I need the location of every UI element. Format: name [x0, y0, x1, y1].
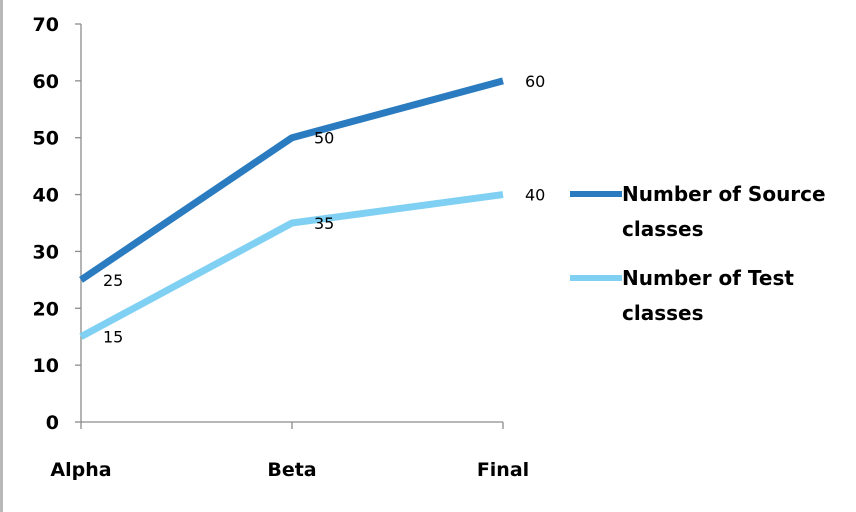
legend-label: classes: [622, 301, 703, 325]
legend: Number of Source classes Number of Test cla…: [570, 182, 826, 325]
legend-label: Number of Test: [622, 266, 794, 290]
data-label: 50: [314, 129, 334, 148]
x-tick-label: Final: [477, 459, 529, 481]
data-label: 60: [525, 72, 545, 91]
series-line-2: [79, 191, 504, 340]
y-tick-label: 40: [33, 185, 59, 207]
data-label: 15: [103, 328, 123, 347]
y-tick-label: 0: [46, 412, 59, 434]
legend-label: Number of Source: [622, 182, 826, 206]
data-label: 25: [103, 271, 123, 290]
data-label: 35: [314, 214, 334, 233]
axes: 0 10 20 30 40 50 60 70 Alpha Beta Final: [33, 14, 530, 481]
y-tick-label: 50: [33, 128, 59, 150]
data-label: 40: [525, 186, 545, 205]
y-tick-label: 30: [33, 241, 59, 263]
legend-label: classes: [622, 217, 703, 241]
data-labels: 25 50 60 15 35 40: [103, 72, 545, 347]
series-line-1: [79, 77, 504, 283]
y-tick-label: 70: [33, 14, 59, 36]
y-tick-label: 60: [33, 71, 59, 93]
x-tick-label: Alpha: [50, 459, 111, 481]
line-chart: 0 10 20 30 40 50 60 70 Alpha Beta Final 25 50 60 15 35…: [33, 14, 826, 481]
y-tick-label: 20: [33, 298, 59, 320]
series-lines: [79, 77, 504, 340]
y-tick-label: 10: [33, 355, 59, 377]
x-tick-label: Beta: [267, 459, 316, 481]
